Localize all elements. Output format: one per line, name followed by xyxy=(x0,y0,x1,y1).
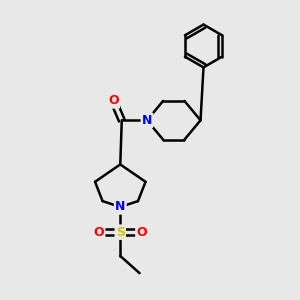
Text: N: N xyxy=(115,200,125,213)
Text: N: N xyxy=(142,114,152,127)
Text: O: O xyxy=(94,226,104,239)
Text: S: S xyxy=(116,226,125,239)
Text: O: O xyxy=(108,94,119,107)
Text: O: O xyxy=(136,226,147,239)
